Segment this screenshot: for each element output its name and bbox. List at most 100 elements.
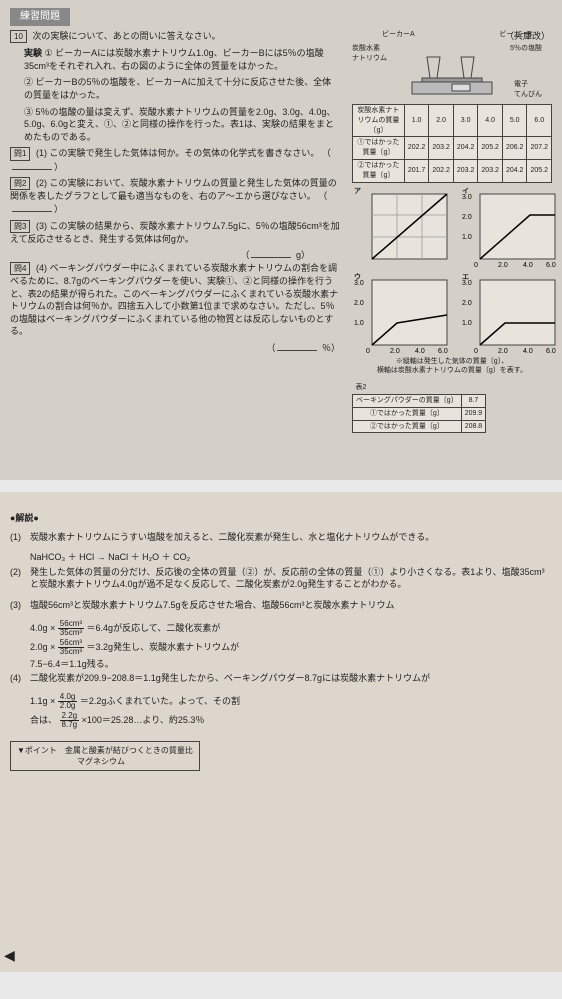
q1-badge: 問1 bbox=[10, 147, 30, 160]
t1-r1-5: 207.2 bbox=[527, 137, 552, 160]
q4-text: ベーキングパウダー中にふくまれている炭酸水素ナトリウムの割合を調べるために、8.… bbox=[10, 263, 338, 337]
q3-answer-line: （ g） bbox=[10, 249, 340, 262]
q3-num: (3) bbox=[36, 221, 47, 231]
q1-answer-slot[interactable] bbox=[12, 169, 52, 170]
q1-num: (1) bbox=[36, 148, 47, 158]
svg-text:2.0: 2.0 bbox=[390, 348, 400, 355]
graph-e-label: エ bbox=[462, 273, 469, 283]
sol-4c-pre: 合は、 bbox=[30, 715, 57, 725]
t1-r2-2: 203.2 bbox=[453, 159, 478, 182]
graph-u-label: ウ bbox=[354, 273, 361, 283]
svg-text:2.0: 2.0 bbox=[462, 300, 472, 307]
svg-text:6.0: 6.0 bbox=[546, 348, 556, 355]
beaker-diagram: ビーカーA ビーカーB 炭酸水素 ナトリウム 5％の塩酸 電子 てんびん bbox=[352, 30, 542, 100]
point-sub: マグネシウム bbox=[17, 757, 125, 766]
graph-i: イ 3.0 2.0 1.0 0 2.0 4.0 6.0 bbox=[460, 189, 560, 269]
t1-c5: 6.0 bbox=[527, 105, 552, 137]
t1-r1-0: 202.2 bbox=[404, 137, 429, 160]
svg-text:4.0: 4.0 bbox=[523, 348, 533, 355]
table-2: 表2 ベーキングパウダーの質量〔g〕 8.7 ①ではかった質量〔g〕 209.9… bbox=[352, 382, 486, 433]
svg-text:0: 0 bbox=[366, 348, 370, 355]
q1-text: この実験で発生した気体は何か。その気体の化学式を書きなさい。 bbox=[49, 148, 319, 158]
t1-c1: 2.0 bbox=[429, 105, 454, 137]
q2-answer-slot[interactable] bbox=[12, 211, 52, 212]
balance-svg bbox=[392, 42, 512, 97]
exp-label: 実験 bbox=[24, 48, 42, 58]
svg-text:0: 0 bbox=[474, 262, 478, 269]
nahco3-label: 炭酸水素 ナトリウム bbox=[352, 44, 387, 64]
sol-3b: 4.0g × 56cm³35cm³ ＝6.4gが反応して、二酸化炭素が bbox=[10, 620, 552, 637]
sol-4c-post: ×100＝25.28…より、約25.3％ bbox=[82, 715, 205, 725]
graph-e-svg: 3.0 2.0 1.0 0 2.0 4.0 6.0 bbox=[460, 275, 560, 355]
q4-answer-slot[interactable] bbox=[277, 350, 317, 351]
left-column: 10 次の実験について、あとの問いに答えなさい。 （兵庫改） 実験 ① ビーカー… bbox=[10, 30, 340, 355]
experiment-step1: 実験 ① ビーカーAには炭酸水素ナトリウム1.0g、ビーカーBには5％の塩酸35… bbox=[10, 47, 340, 72]
graph-e: エ 3.0 2.0 1.0 0 2.0 4.0 6.0 bbox=[460, 275, 560, 355]
t1-c3: 4.0 bbox=[478, 105, 503, 137]
t2-v1: 8.7 bbox=[461, 394, 486, 407]
question-intro: 10 次の実験について、あとの問いに答えなさい。 （兵庫改） bbox=[10, 30, 340, 43]
svg-text:1.0: 1.0 bbox=[462, 320, 472, 327]
question-2: 問2 (2) この実験において、炭酸水素ナトリウムの質量と発生した気体の質量の関… bbox=[10, 177, 340, 215]
svg-text:2.0: 2.0 bbox=[462, 214, 472, 221]
svg-text:2.0: 2.0 bbox=[498, 348, 508, 355]
svg-text:6.0: 6.0 bbox=[546, 262, 556, 269]
t1-r1-2: 204.2 bbox=[453, 137, 478, 160]
t2-h1: ベーキングパウダーの質量〔g〕 bbox=[353, 394, 462, 407]
t1-c4: 5.0 bbox=[502, 105, 527, 137]
balance-label: 電子 てんびん bbox=[514, 80, 542, 100]
point-box: ▼ポイント 金属と酸素が結びつくときの質量比 マグネシウム bbox=[10, 741, 200, 771]
sol-3c-post: ＝3.2g発生し、炭酸水素ナトリウムが bbox=[87, 641, 240, 651]
graph-i-label: イ bbox=[462, 187, 469, 197]
graph-u: ウ 3.0 2.0 1.0 0 2.0 4.0 6.0 bbox=[352, 275, 452, 355]
sol-1-formula: NaHCO₃ ＋ HCl → NaCl ＋ H₂O ＋ CO₂ bbox=[10, 551, 552, 564]
sol-4b: 1.1g × 4.0g2.0g ＝2.2gふくまれていた。よって、その割 bbox=[10, 693, 552, 710]
svg-text:0: 0 bbox=[474, 348, 478, 355]
q2-text: この実験において、炭酸水素ナトリウムの質量と発生した気体の質量の関係を表したグラ… bbox=[10, 178, 337, 201]
t1-r1-1: 203.2 bbox=[429, 137, 454, 160]
sol-4b-post: ＝2.2gふくまれていた。よって、その割 bbox=[80, 696, 240, 706]
t2-h2: ①ではかった質量〔g〕 bbox=[353, 407, 462, 420]
sol-4c: 合は、 2.2g8.7g ×100＝25.28…より、約25.3％ bbox=[10, 712, 552, 729]
sol-4b-pre: 1.1g × bbox=[30, 696, 55, 706]
q4-unit: ％ bbox=[322, 343, 331, 353]
t2-caption: 表2 bbox=[353, 382, 486, 394]
graph-a: ア 3.0 2.0 1.0 0 2.0 4.0 6.0 bbox=[352, 189, 452, 269]
t1-c2: 3.0 bbox=[453, 105, 478, 137]
right-column: ビーカーA ビーカーB 炭酸水素 ナトリウム 5％の塩酸 電子 てんびん 炭酸水… bbox=[352, 30, 552, 437]
t2-v2: 209.9 bbox=[461, 407, 486, 420]
question-number: 10 bbox=[10, 30, 27, 43]
q3-answer-slot[interactable] bbox=[251, 257, 291, 258]
q4-badge: 問4 bbox=[10, 262, 30, 275]
sol-3b-pre: 4.0g × bbox=[30, 622, 55, 632]
svg-text:2.0: 2.0 bbox=[498, 262, 508, 269]
svg-text:1.0: 1.0 bbox=[354, 320, 364, 327]
hcl-label: 5％の塩酸 bbox=[510, 44, 542, 54]
t1-r2-1: 202.2 bbox=[429, 159, 454, 182]
sol-3d: 7.5−6.4＝1.1g残る。 bbox=[10, 658, 552, 671]
sol-3c: 2.0g × 56cm³35cm³ ＝3.2g発生し、炭酸水素ナトリウムが bbox=[10, 639, 552, 656]
section-header: 練習問題 bbox=[10, 8, 70, 26]
t1-r2-0: 201.7 bbox=[404, 159, 429, 182]
t1-r1-3: 205.2 bbox=[478, 137, 503, 160]
t1-h1: 炭酸水素ナトリウムの質量〔g〕 bbox=[353, 105, 405, 137]
question-3: 問3 (3) この実験の結果から、炭酸水素ナトリウム7.5gに、5％の塩酸56c… bbox=[10, 220, 340, 246]
intro-text: 次の実験について、あとの問いに答えなさい。 bbox=[32, 31, 220, 41]
svg-text:2.0: 2.0 bbox=[354, 300, 364, 307]
q3-badge: 問3 bbox=[10, 220, 30, 233]
q2-num: (2) bbox=[36, 178, 47, 188]
graph-i-svg: 3.0 2.0 1.0 0 2.0 4.0 6.0 bbox=[460, 189, 560, 269]
t1-h2: ①ではかった質量〔g〕 bbox=[353, 137, 405, 160]
prev-page-icon[interactable]: ◀ bbox=[4, 946, 15, 966]
graph-a-label: ア bbox=[354, 187, 361, 197]
sol-3b-post: ＝6.4gが反応して、二酸化炭素が bbox=[87, 622, 221, 632]
t2-h3: ②ではかった質量〔g〕 bbox=[353, 420, 462, 433]
experiment-step3: ③ 5％の塩酸の量は変えず、炭酸水素ナトリウムの質量を2.0g、3.0g、4.0… bbox=[10, 106, 340, 144]
t1-r1-4: 206.2 bbox=[502, 137, 527, 160]
beaker-a-label: ビーカーA bbox=[382, 30, 415, 40]
table-1: 炭酸水素ナトリウムの質量〔g〕 1.0 2.0 3.0 4.0 5.0 6.0 … bbox=[352, 104, 552, 183]
sol-4a: (4) 二酸化炭素が209.9−208.8＝1.1g発生したから、ベーキングパウ… bbox=[10, 672, 552, 685]
problem-page: 練習問題 10 次の実験について、あとの問いに答えなさい。 （兵庫改） 実験 ①… bbox=[0, 0, 562, 480]
graph-a-svg: 3.0 2.0 1.0 0 2.0 4.0 6.0 bbox=[352, 189, 452, 269]
svg-text:6.0: 6.0 bbox=[438, 348, 448, 355]
